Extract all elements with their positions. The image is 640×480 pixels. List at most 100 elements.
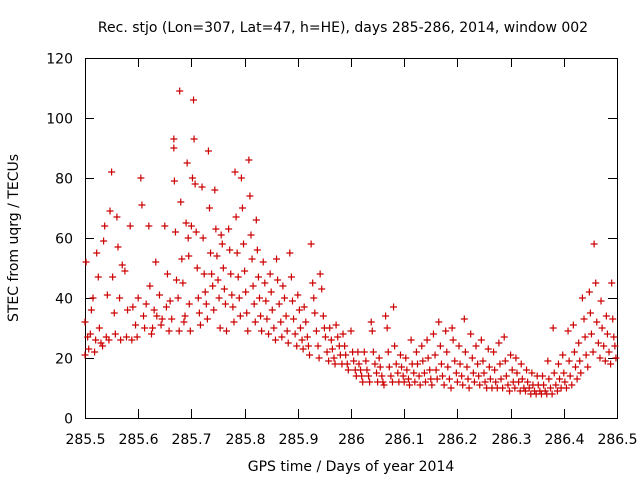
- data-point: [150, 306, 158, 314]
- data-point: [589, 348, 597, 356]
- data-point: [562, 384, 570, 392]
- data-point: [152, 258, 160, 266]
- data-point: [464, 375, 472, 383]
- data-point: [439, 372, 447, 380]
- data-point: [517, 360, 525, 368]
- data-point: [490, 348, 498, 356]
- data-point: [267, 288, 275, 296]
- data-point: [275, 300, 283, 308]
- data-point: [587, 330, 595, 338]
- data-point: [142, 300, 150, 308]
- data-point: [223, 327, 231, 335]
- data-point: [145, 222, 153, 230]
- data-point: [575, 339, 583, 347]
- data-point: [550, 369, 558, 377]
- plot-frame: [85, 58, 618, 419]
- data-point: [506, 387, 514, 395]
- data-point: [180, 318, 188, 326]
- data-point: [568, 381, 576, 389]
- data-point: [548, 390, 556, 398]
- data-point: [116, 294, 124, 302]
- data-point: [580, 315, 588, 323]
- chart-title: Rec. stjo (Lon=307, Lat=47, h=HE), days …: [98, 20, 588, 36]
- x-tick-label: 286.1: [384, 432, 424, 448]
- data-point: [403, 366, 411, 374]
- data-point: [230, 318, 238, 326]
- data-point: [325, 357, 333, 365]
- data-point: [427, 375, 435, 383]
- data-point: [110, 309, 118, 317]
- data-point: [111, 330, 119, 338]
- data-point: [486, 375, 494, 383]
- data-point: [178, 255, 186, 263]
- data-point: [435, 318, 443, 326]
- data-point: [137, 174, 145, 182]
- data-point: [423, 336, 431, 344]
- data-point: [512, 354, 520, 362]
- data-point: [465, 384, 473, 392]
- data-point: [215, 294, 223, 302]
- data-point: [539, 372, 547, 380]
- data-point: [350, 357, 358, 365]
- data-point: [92, 336, 100, 344]
- data-point: [572, 363, 580, 371]
- data-point: [448, 324, 456, 332]
- data-point: [170, 177, 178, 185]
- data-point: [141, 324, 149, 332]
- data-point: [166, 297, 174, 305]
- data-point: [106, 207, 114, 215]
- data-point: [387, 372, 395, 380]
- data-point: [447, 384, 455, 392]
- data-point: [291, 330, 299, 338]
- x-tick-label: 285.6: [118, 432, 158, 448]
- data-point: [445, 375, 453, 383]
- data-point: [569, 321, 577, 329]
- data-point: [246, 192, 254, 200]
- data-point: [243, 309, 251, 317]
- data-point: [241, 267, 249, 275]
- data-point: [547, 384, 554, 392]
- data-point: [273, 255, 281, 263]
- data-point: [608, 279, 616, 287]
- data-point: [326, 324, 334, 332]
- data-point: [556, 375, 564, 383]
- data-point: [212, 225, 220, 233]
- data-point: [598, 324, 606, 332]
- data-point: [418, 342, 426, 350]
- data-point: [390, 303, 398, 311]
- data-point: [81, 351, 89, 359]
- data-point: [601, 357, 609, 365]
- data-point: [186, 327, 194, 335]
- data-point: [515, 378, 523, 386]
- data-point: [402, 354, 410, 362]
- data-point: [481, 378, 489, 386]
- data-point: [82, 258, 90, 266]
- data-point: [234, 273, 242, 281]
- data-point: [299, 345, 307, 353]
- data-point: [334, 333, 342, 341]
- data-point: [122, 333, 130, 341]
- data-point: [233, 249, 241, 257]
- data-point: [399, 372, 407, 380]
- data-point: [502, 372, 510, 380]
- data-point: [332, 321, 340, 329]
- data-point: [327, 336, 335, 344]
- data-point: [213, 252, 221, 260]
- data-point: [424, 354, 432, 362]
- data-point: [190, 96, 198, 104]
- data-point: [210, 306, 218, 314]
- data-point: [528, 369, 536, 377]
- data-point: [196, 321, 204, 329]
- data-point: [525, 384, 533, 392]
- data-point: [255, 294, 263, 302]
- data-point: [545, 375, 553, 383]
- data-point: [358, 372, 366, 380]
- data-point: [245, 156, 253, 164]
- data-point: [602, 312, 610, 320]
- data-point: [259, 258, 267, 266]
- data-point: [240, 240, 248, 248]
- y-tick-label: 60: [55, 232, 73, 248]
- data-point: [201, 288, 209, 296]
- data-point: [205, 204, 213, 212]
